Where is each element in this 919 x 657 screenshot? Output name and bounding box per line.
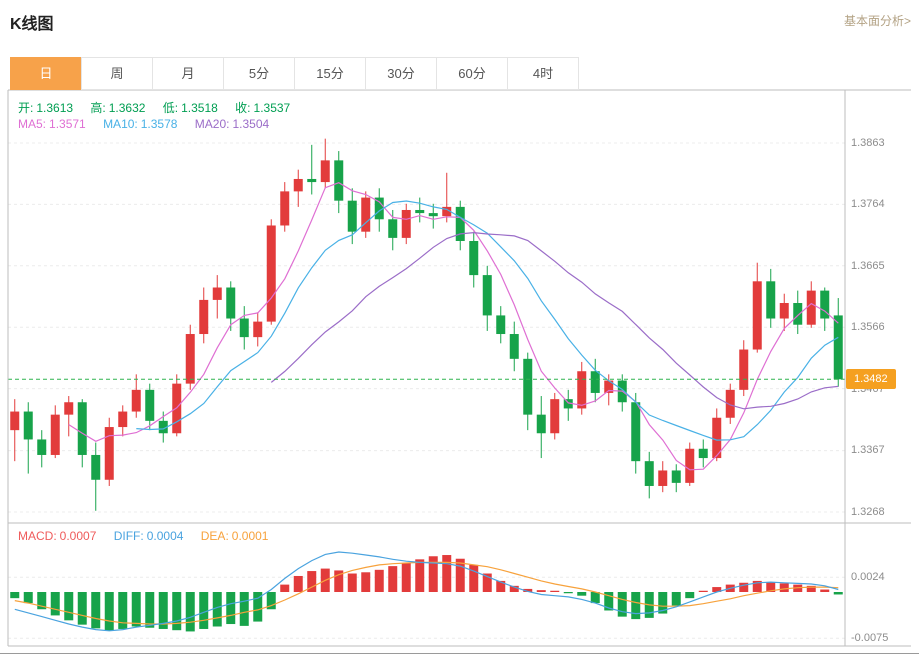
tab-week[interactable]: 周	[81, 57, 153, 90]
diff-value: DIFF: 0.0004	[113, 529, 184, 543]
tab-60min[interactable]: 60分	[436, 57, 508, 90]
ma-info-bar: MA5: 1.3571 MA10: 1.3578 MA20: 1.3504	[18, 117, 283, 131]
price-axis-label: 1.3665	[851, 260, 885, 272]
macd-axis-label: -0.0075	[851, 632, 889, 644]
price-axis-label: 1.3367	[851, 444, 885, 456]
period-tabbar: 日 周 月 5分 15分 30分 60分 4时	[10, 57, 579, 90]
ma20-value: MA20: 1.3504	[194, 117, 270, 131]
close-value: 收: 1.3537	[235, 101, 291, 115]
tab-day[interactable]: 日	[10, 57, 82, 90]
ohlc-info-bar: 开: 1.3613 高: 1.3632 低: 1.3518 收: 1.3537	[18, 99, 304, 116]
high-value: 高: 1.3632	[90, 101, 146, 115]
page-title: K线图	[10, 16, 54, 33]
ma5-value: MA5: 1.3571	[18, 117, 86, 131]
macd-info-bar: MACD: 0.0007 DIFF: 0.0004 DEA: 0.0001	[18, 529, 282, 543]
dea-value: DEA: 0.0001	[200, 529, 269, 543]
ma10-value: MA10: 1.3578	[103, 117, 178, 131]
price-axis-label: 1.3268	[851, 506, 885, 518]
price-axis-label: 1.3566	[851, 321, 885, 333]
widget-header: K线图 基本面分析>	[0, 0, 919, 57]
price-axis-label: 1.3863	[851, 137, 885, 149]
price-axis-label: 1.3764	[851, 198, 885, 210]
open-value: 开: 1.3613	[18, 101, 74, 115]
widget-bottom-border	[0, 653, 919, 654]
tab-30min[interactable]: 30分	[365, 57, 437, 90]
macd-axis-label: 0.0024	[851, 571, 885, 583]
current-price-badge: 1.3482	[846, 369, 896, 389]
tab-4hour[interactable]: 4时	[507, 57, 579, 90]
low-value: 低: 1.3518	[162, 101, 218, 115]
fundamental-analysis-link[interactable]: 基本面分析>	[843, 14, 911, 28]
macd-value: MACD: 0.0007	[18, 529, 97, 543]
tab-month[interactable]: 月	[152, 57, 224, 90]
tab-5min[interactable]: 5分	[223, 57, 295, 90]
tab-15min[interactable]: 15分	[294, 57, 366, 90]
